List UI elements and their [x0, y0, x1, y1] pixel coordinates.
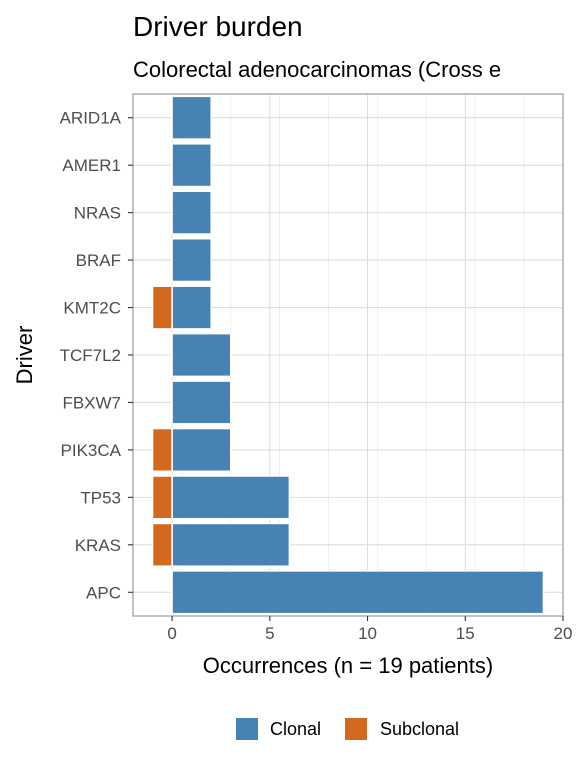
y-tick-label: FBXW7: [62, 393, 121, 412]
legend: Clonal Subclonal: [236, 718, 459, 740]
bar-subclonal-kras: [151, 522, 173, 567]
bar-clonal-pik3ca: [171, 427, 232, 473]
x-tick-label: 20: [554, 624, 573, 643]
legend-label-clonal: Clonal: [270, 719, 321, 739]
y-tick-label: TP53: [80, 488, 121, 507]
bars: [151, 95, 545, 615]
x-axis-label: Occurrences (n = 19 patients): [203, 653, 493, 678]
chart-title: Driver burden: [133, 11, 303, 42]
y-tick-label: BRAF: [76, 251, 121, 270]
y-tick-label: AMER1: [62, 156, 121, 175]
legend-swatch-clonal: [236, 718, 258, 740]
x-tick-label: 15: [456, 624, 475, 643]
x-tick-label: 10: [358, 624, 377, 643]
bar-clonal-braf: [171, 237, 212, 283]
bar-subclonal-kmt2c: [151, 285, 173, 330]
bar-clonal-tcf7l2: [171, 332, 232, 378]
bar-clonal-kmt2c: [171, 285, 212, 330]
y-axis-ticks: APC KRAS TP53 PIK3CA FBXW7 TCF7L2 KMT2C BRAF NRA…: [60, 109, 133, 602]
bar-subclonal-tp53: [151, 475, 173, 520]
y-tick-label: PIK3CA: [61, 441, 122, 460]
bar-clonal-arid1a: [171, 95, 212, 140]
y-tick-label: NRAS: [74, 204, 121, 223]
bar-clonal-nras: [171, 190, 212, 235]
bar-clonal-amer1: [171, 143, 212, 188]
bar-subclonal-pik3ca: [151, 427, 173, 473]
x-axis-ticks: 0 5 10 15 20: [167, 616, 572, 643]
chart-subtitle: Colorectal adenocarcinomas (Cross e: [133, 57, 501, 82]
legend-label-subclonal: Subclonal: [380, 719, 459, 739]
y-tick-label: TCF7L2: [60, 346, 121, 365]
x-tick-label: 5: [265, 624, 274, 643]
y-tick-label: APC: [86, 583, 121, 602]
bar-clonal-fbxw7: [171, 380, 232, 425]
y-axis-label: Driver: [12, 326, 37, 385]
y-tick-label: ARID1A: [60, 109, 122, 128]
bar-clonal-tp53: [171, 475, 291, 520]
x-tick-label: 0: [167, 624, 176, 643]
bar-clonal-apc: [171, 570, 545, 615]
legend-swatch-subclonal: [345, 718, 367, 740]
y-tick-label: KMT2C: [63, 299, 121, 318]
bar-clonal-kras: [171, 522, 291, 567]
y-tick-label: KRAS: [75, 536, 121, 555]
